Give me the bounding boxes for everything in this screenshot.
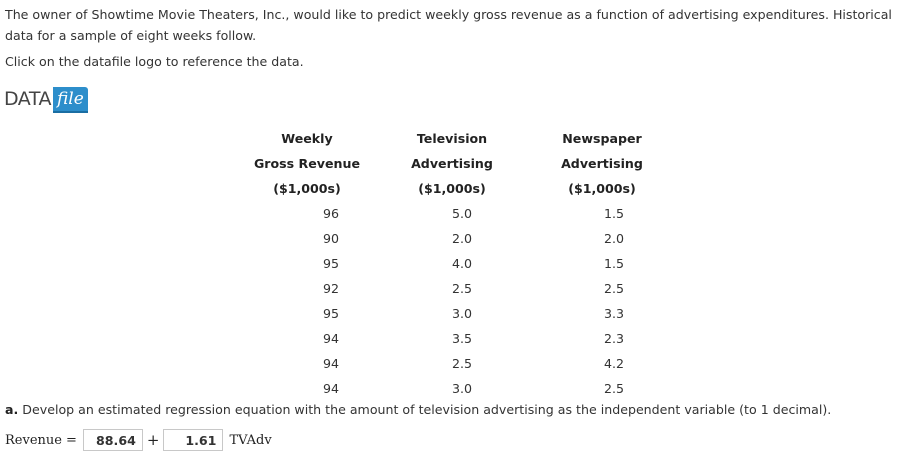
table-row: 94 2.5 4.2 [237, 351, 677, 376]
equation-lhs: Revenue [5, 432, 62, 448]
table-row: 94 3.0 2.5 [237, 376, 677, 401]
header-newspaper-units: ($1,000s) [568, 181, 636, 196]
cell-tv: 5.0 [451, 206, 473, 221]
datafile-logo-file-word: file [52, 86, 88, 113]
cell-newspaper: 2.5 [603, 281, 625, 296]
cell-tv: 3.0 [451, 381, 473, 396]
advertising-data-table: Weekly Television Newspaper Gross Revenu… [237, 126, 677, 401]
question-label: a. [5, 402, 19, 417]
cell-newspaper: 1.5 [603, 256, 625, 271]
slope-input[interactable] [163, 429, 224, 451]
cell-newspaper: 2.3 [603, 331, 625, 346]
question-a: a. Develop an estimated regression equat… [5, 399, 831, 420]
equation-plus: + [146, 431, 160, 449]
cell-revenue: 95 [322, 306, 340, 321]
table-header-row-2: Gross Revenue Advertising Advertising [237, 151, 677, 176]
cell-tv: 2.5 [451, 356, 473, 371]
cell-revenue: 96 [322, 206, 340, 221]
datafile-instruction: Click on the datafile logo to reference … [5, 54, 304, 69]
header-weekly: Weekly [281, 131, 333, 146]
cell-revenue: 90 [322, 231, 340, 246]
equation-equals: = [65, 432, 77, 448]
table-header-row-3: ($1,000s) ($1,000s) ($1,000s) [237, 176, 677, 201]
cell-tv: 3.0 [451, 306, 473, 321]
table-row: 95 3.0 3.3 [237, 301, 677, 326]
header-revenue-units: ($1,000s) [273, 181, 341, 196]
header-tv-advertising: Advertising [411, 156, 493, 171]
cell-tv: 2.0 [451, 231, 473, 246]
cell-revenue: 95 [322, 256, 340, 271]
problem-intro: The owner of Showtime Movie Theaters, In… [5, 7, 892, 43]
header-newspaper-advertising: Advertising [561, 156, 643, 171]
header-newspaper: Newspaper [562, 131, 642, 146]
cell-revenue: 94 [322, 381, 340, 396]
cell-newspaper: 2.5 [603, 381, 625, 396]
table-row: 94 3.5 2.3 [237, 326, 677, 351]
table-row: 96 5.0 1.5 [237, 201, 677, 226]
cell-revenue: 94 [322, 331, 340, 346]
intercept-input[interactable] [82, 429, 143, 451]
table-row: 92 2.5 2.5 [237, 276, 677, 301]
regression-equation-row: Revenue = + TVAdv [5, 427, 272, 453]
question-text: Develop an estimated regression equation… [18, 402, 832, 417]
header-television: Television [416, 131, 488, 146]
table-row: 90 2.0 2.0 [237, 226, 677, 251]
cell-newspaper: 1.5 [603, 206, 625, 221]
table-header-row-1: Weekly Television Newspaper [237, 126, 677, 151]
cell-tv: 4.0 [451, 256, 473, 271]
table-row: 95 4.0 1.5 [237, 251, 677, 276]
cell-tv: 3.5 [451, 331, 473, 346]
equation-variable: TVAdv [229, 432, 272, 448]
cell-newspaper: 4.2 [603, 356, 625, 371]
header-gross-revenue: Gross Revenue [253, 156, 361, 171]
datafile-logo-data-word: DATA [4, 88, 51, 110]
cell-newspaper: 3.3 [603, 306, 625, 321]
cell-revenue: 94 [322, 356, 340, 371]
cell-tv: 2.5 [451, 281, 473, 296]
cell-revenue: 92 [322, 281, 340, 296]
header-tv-units: ($1,000s) [418, 181, 486, 196]
datafile-logo[interactable]: DATA file [4, 86, 88, 113]
cell-newspaper: 2.0 [603, 231, 625, 246]
